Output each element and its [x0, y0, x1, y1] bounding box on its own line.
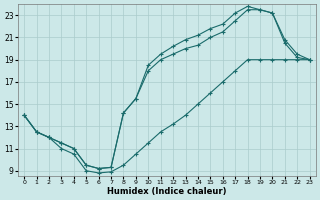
X-axis label: Humidex (Indice chaleur): Humidex (Indice chaleur) — [107, 187, 227, 196]
